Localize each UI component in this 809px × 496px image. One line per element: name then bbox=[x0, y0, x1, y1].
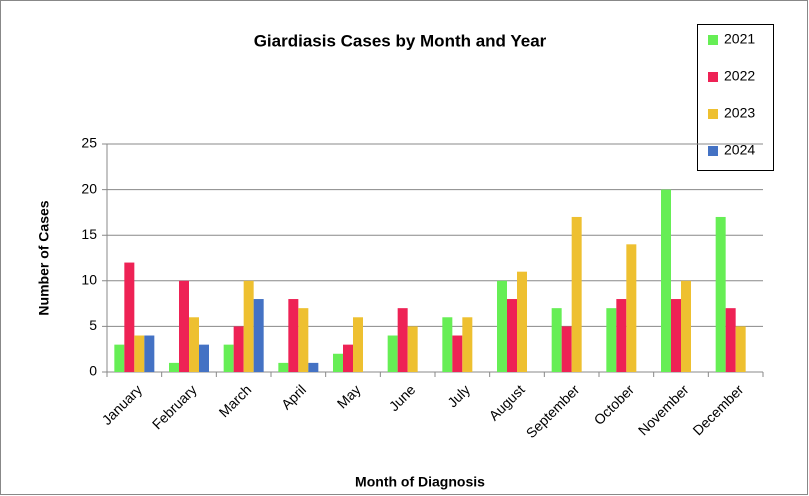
y-tick-label: 0 bbox=[89, 363, 97, 379]
bar bbox=[387, 335, 398, 372]
bar bbox=[397, 308, 408, 372]
legend-label: 2024 bbox=[724, 142, 755, 158]
legend-swatch bbox=[708, 72, 718, 82]
bar bbox=[253, 299, 264, 372]
bar bbox=[442, 317, 453, 372]
bar bbox=[223, 344, 234, 372]
bar bbox=[606, 308, 617, 372]
bar bbox=[407, 326, 418, 372]
bar bbox=[661, 189, 671, 372]
bar bbox=[551, 308, 562, 372]
y-tick-label: 10 bbox=[81, 272, 97, 288]
bar bbox=[278, 362, 289, 372]
bar bbox=[199, 344, 209, 372]
bar bbox=[507, 299, 517, 372]
bar bbox=[343, 344, 353, 372]
bar bbox=[626, 244, 637, 372]
bar bbox=[561, 326, 572, 372]
y-axis-label: Number of Cases bbox=[36, 200, 52, 315]
bar bbox=[497, 280, 507, 372]
x-axis-label: Month of Diagnosis bbox=[355, 474, 485, 490]
bar bbox=[725, 308, 736, 372]
legend-label: 2021 bbox=[724, 31, 755, 47]
bar bbox=[462, 317, 473, 372]
bar bbox=[681, 280, 691, 372]
bar bbox=[134, 335, 145, 372]
bar bbox=[298, 308, 309, 372]
legend-swatch bbox=[708, 146, 718, 156]
legend-label: 2022 bbox=[724, 68, 755, 84]
y-tick-label: 15 bbox=[81, 226, 97, 242]
bar bbox=[179, 280, 189, 372]
bar bbox=[452, 335, 463, 372]
bar bbox=[735, 326, 746, 372]
bar bbox=[169, 362, 179, 372]
y-tick-label: 20 bbox=[81, 180, 97, 196]
chart-title: Giardiasis Cases by Month and Year bbox=[254, 31, 547, 50]
bar bbox=[353, 317, 363, 372]
bar bbox=[189, 317, 199, 372]
legend-swatch bbox=[708, 35, 718, 45]
legend-label: 2023 bbox=[724, 105, 755, 121]
bar bbox=[715, 216, 726, 372]
bar bbox=[333, 353, 343, 372]
bar bbox=[124, 262, 135, 372]
bar bbox=[288, 299, 299, 372]
bar bbox=[243, 280, 254, 372]
bar bbox=[233, 326, 244, 372]
bar bbox=[308, 362, 319, 372]
bar bbox=[517, 271, 527, 372]
y-tick-label: 25 bbox=[81, 135, 97, 151]
legend-swatch bbox=[708, 109, 718, 119]
bar bbox=[571, 216, 582, 372]
bar bbox=[671, 299, 681, 372]
bar bbox=[114, 344, 125, 372]
bar bbox=[144, 335, 155, 372]
y-tick-label: 5 bbox=[89, 317, 97, 333]
bar bbox=[616, 299, 627, 372]
